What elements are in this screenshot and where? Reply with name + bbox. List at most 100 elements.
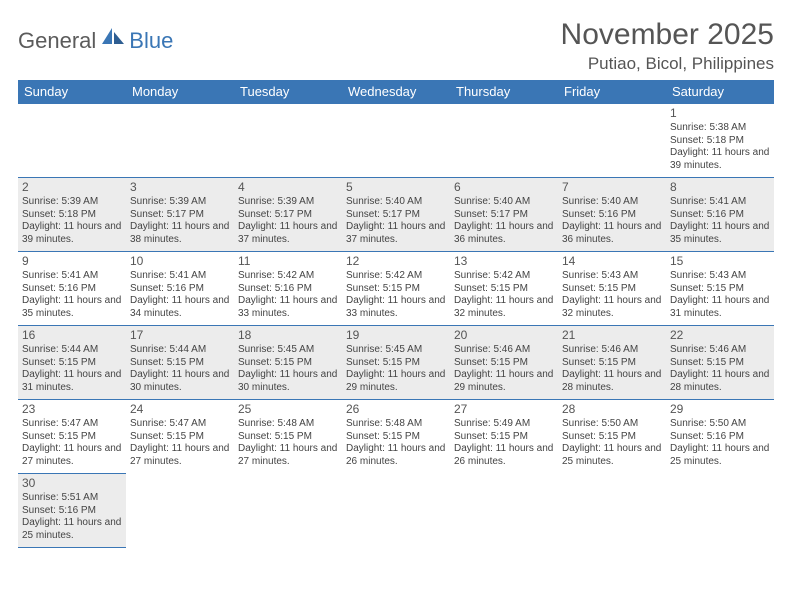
sunset-text: Sunset: 5:16 PM [670,209,770,222]
calendar-day: 18Sunrise: 5:45 AMSunset: 5:15 PMDayligh… [234,326,342,400]
day-number: 28 [562,402,662,417]
logo: General Blue [18,26,173,55]
weekday-header: Thursday [450,80,558,104]
daylight-text: Daylight: 11 hours and 27 minutes. [130,443,230,468]
calendar-row: 16Sunrise: 5:44 AMSunset: 5:15 PMDayligh… [18,326,774,400]
calendar-day: 4Sunrise: 5:39 AMSunset: 5:17 PMDaylight… [234,178,342,252]
sunrise-text: Sunrise: 5:47 AM [130,418,230,431]
day-number: 21 [562,328,662,343]
day-number: 17 [130,328,230,343]
sunset-text: Sunset: 5:15 PM [346,283,446,296]
sunrise-text: Sunrise: 5:39 AM [22,196,122,209]
sunrise-text: Sunrise: 5:49 AM [454,418,554,431]
sunset-text: Sunset: 5:15 PM [562,357,662,370]
sunrise-text: Sunrise: 5:42 AM [238,270,338,283]
calendar-day: 3Sunrise: 5:39 AMSunset: 5:17 PMDaylight… [126,178,234,252]
day-number: 26 [346,402,446,417]
sunset-text: Sunset: 5:15 PM [130,431,230,444]
daylight-text: Daylight: 11 hours and 39 minutes. [670,147,770,172]
daylight-text: Daylight: 11 hours and 37 minutes. [238,221,338,246]
calendar-day: 14Sunrise: 5:43 AMSunset: 5:15 PMDayligh… [558,252,666,326]
day-number: 30 [22,476,122,491]
calendar-empty-cell [342,104,450,178]
daylight-text: Daylight: 11 hours and 25 minutes. [562,443,662,468]
day-number: 24 [130,402,230,417]
daylight-text: Daylight: 11 hours and 34 minutes. [130,295,230,320]
sunrise-text: Sunrise: 5:46 AM [562,344,662,357]
calendar-empty-cell [558,474,666,548]
calendar-day: 25Sunrise: 5:48 AMSunset: 5:15 PMDayligh… [234,400,342,474]
calendar-day: 26Sunrise: 5:48 AMSunset: 5:15 PMDayligh… [342,400,450,474]
sunrise-text: Sunrise: 5:44 AM [22,344,122,357]
calendar-empty-cell [126,104,234,178]
daylight-text: Daylight: 11 hours and 33 minutes. [346,295,446,320]
sunrise-text: Sunrise: 5:41 AM [670,196,770,209]
sunset-text: Sunset: 5:17 PM [346,209,446,222]
sunset-text: Sunset: 5:15 PM [454,357,554,370]
sunrise-text: Sunrise: 5:42 AM [454,270,554,283]
day-number: 10 [130,254,230,269]
sail-icon [100,26,126,51]
day-number: 4 [238,180,338,195]
calendar-empty-cell [558,104,666,178]
calendar-day: 30Sunrise: 5:51 AMSunset: 5:16 PMDayligh… [18,474,126,548]
location-text: Putiao, Bicol, Philippines [561,54,774,74]
logo-text-blue: Blue [129,28,173,54]
calendar-empty-cell [666,474,774,548]
weekday-header: Sunday [18,80,126,104]
sunset-text: Sunset: 5:17 PM [454,209,554,222]
weekday-header: Monday [126,80,234,104]
daylight-text: Daylight: 11 hours and 32 minutes. [454,295,554,320]
day-number: 27 [454,402,554,417]
sunset-text: Sunset: 5:16 PM [22,505,122,518]
calendar-day: 13Sunrise: 5:42 AMSunset: 5:15 PMDayligh… [450,252,558,326]
sunrise-text: Sunrise: 5:40 AM [346,196,446,209]
calendar-day: 2Sunrise: 5:39 AMSunset: 5:18 PMDaylight… [18,178,126,252]
sunset-text: Sunset: 5:15 PM [346,357,446,370]
calendar-day: 9Sunrise: 5:41 AMSunset: 5:16 PMDaylight… [18,252,126,326]
sunrise-text: Sunrise: 5:43 AM [670,270,770,283]
daylight-text: Daylight: 11 hours and 30 minutes. [238,369,338,394]
calendar-row: 1Sunrise: 5:38 AMSunset: 5:18 PMDaylight… [18,104,774,178]
page-title: November 2025 [561,18,774,52]
sunrise-text: Sunrise: 5:43 AM [562,270,662,283]
calendar-day: 28Sunrise: 5:50 AMSunset: 5:15 PMDayligh… [558,400,666,474]
daylight-text: Daylight: 11 hours and 30 minutes. [130,369,230,394]
sunrise-text: Sunrise: 5:48 AM [238,418,338,431]
calendar-day: 21Sunrise: 5:46 AMSunset: 5:15 PMDayligh… [558,326,666,400]
sunrise-text: Sunrise: 5:46 AM [454,344,554,357]
weekday-header: Tuesday [234,80,342,104]
sunset-text: Sunset: 5:16 PM [562,209,662,222]
day-number: 25 [238,402,338,417]
calendar-row: 30Sunrise: 5:51 AMSunset: 5:16 PMDayligh… [18,474,774,548]
calendar-empty-cell [18,104,126,178]
daylight-text: Daylight: 11 hours and 36 minutes. [562,221,662,246]
calendar-day: 24Sunrise: 5:47 AMSunset: 5:15 PMDayligh… [126,400,234,474]
sunrise-text: Sunrise: 5:41 AM [130,270,230,283]
sunset-text: Sunset: 5:15 PM [238,431,338,444]
day-number: 20 [454,328,554,343]
calendar-day: 1Sunrise: 5:38 AMSunset: 5:18 PMDaylight… [666,104,774,178]
calendar-day: 12Sunrise: 5:42 AMSunset: 5:15 PMDayligh… [342,252,450,326]
weekday-header: Friday [558,80,666,104]
weekday-header: Wednesday [342,80,450,104]
day-number: 9 [22,254,122,269]
sunrise-text: Sunrise: 5:48 AM [346,418,446,431]
daylight-text: Daylight: 11 hours and 27 minutes. [238,443,338,468]
day-number: 22 [670,328,770,343]
daylight-text: Daylight: 11 hours and 32 minutes. [562,295,662,320]
sunrise-text: Sunrise: 5:39 AM [130,196,230,209]
sunset-text: Sunset: 5:15 PM [22,357,122,370]
calendar-day: 27Sunrise: 5:49 AMSunset: 5:15 PMDayligh… [450,400,558,474]
calendar-day: 22Sunrise: 5:46 AMSunset: 5:15 PMDayligh… [666,326,774,400]
sunset-text: Sunset: 5:15 PM [562,283,662,296]
sunset-text: Sunset: 5:16 PM [22,283,122,296]
daylight-text: Daylight: 11 hours and 31 minutes. [670,295,770,320]
title-block: November 2025 Putiao, Bicol, Philippines [561,18,774,74]
sunrise-text: Sunrise: 5:50 AM [670,418,770,431]
daylight-text: Daylight: 11 hours and 35 minutes. [22,295,122,320]
calendar-day: 29Sunrise: 5:50 AMSunset: 5:16 PMDayligh… [666,400,774,474]
sunset-text: Sunset: 5:15 PM [454,431,554,444]
daylight-text: Daylight: 11 hours and 26 minutes. [346,443,446,468]
weekday-header: Saturday [666,80,774,104]
